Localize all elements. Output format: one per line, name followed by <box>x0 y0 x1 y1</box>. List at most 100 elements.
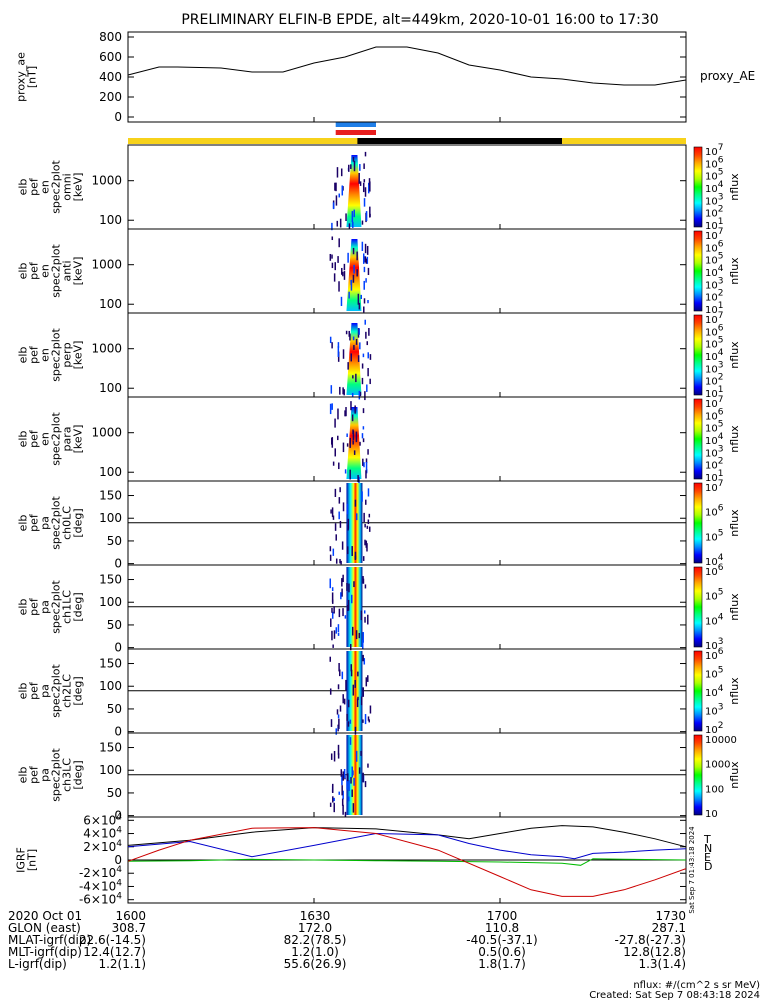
ylabel-line: pa <box>39 768 52 782</box>
colorbar-tick-label: 106 <box>705 563 724 578</box>
speckle <box>346 773 349 782</box>
speckle <box>360 610 363 621</box>
speckle <box>332 796 334 803</box>
speckle <box>341 541 344 550</box>
speckle <box>349 737 352 745</box>
colorbar-tick-label: 104 <box>705 553 724 568</box>
speckle <box>341 785 343 796</box>
ytick-label: 100 <box>99 381 122 395</box>
speckle <box>338 238 340 248</box>
ylabel-line: [keV] <box>72 341 85 370</box>
speckle <box>350 669 353 677</box>
speckle <box>337 714 340 719</box>
speckle <box>362 576 364 584</box>
speckle <box>337 684 340 690</box>
ytick-label: -4×104 <box>79 878 122 893</box>
speckle <box>329 403 332 415</box>
ylabel-line: [deg] <box>72 592 85 621</box>
speckle <box>348 223 351 229</box>
speckle <box>337 632 340 636</box>
ephem-value: 1.3(1.4) <box>638 957 686 971</box>
colorbar-tick-label: 106 <box>705 239 724 254</box>
speckle <box>329 554 332 561</box>
speckle <box>335 195 338 206</box>
colorbar-tick-label: 104 <box>705 612 724 627</box>
colorbar-tick-label: 102 <box>705 721 723 736</box>
igrf-N-line <box>127 832 687 860</box>
speckle <box>338 511 340 520</box>
speckle <box>366 256 369 264</box>
panels-layer: proxy_ae[nT]0200400600800proxy_AEelbpefe… <box>15 30 756 907</box>
speckle <box>367 716 370 721</box>
series-label: proxy_AE <box>700 69 755 83</box>
speckle <box>347 518 350 529</box>
speckle <box>342 442 345 453</box>
speckle <box>359 441 361 446</box>
speckle <box>353 581 355 588</box>
speckle <box>350 353 352 362</box>
speckle <box>350 664 353 672</box>
speckle <box>342 271 344 277</box>
panel-9: IGRF[nT]-6×104-4×104-2×10402×1044×1046×1… <box>15 812 713 906</box>
colorbar-tick-label: 103 <box>705 276 723 291</box>
ytick-label: 1000 <box>91 426 122 440</box>
speckle <box>357 293 360 305</box>
ylabel-line: elb <box>17 767 30 784</box>
colorbar-tick-label: 101 <box>705 217 723 232</box>
ytick-label: 0 <box>114 557 122 571</box>
colorbar-tick-label: 107 <box>705 395 723 410</box>
speckle <box>343 389 345 396</box>
ylabel-line: spec2plot <box>50 244 63 298</box>
speckle <box>338 497 341 504</box>
ytick-label: 6×104 <box>83 812 122 827</box>
speckle <box>363 163 365 169</box>
speckle <box>362 408 365 414</box>
colorbar-tick-label: 107 <box>705 311 723 326</box>
ylabel-line: spec2plot <box>50 160 63 214</box>
speckle <box>350 164 352 170</box>
orbit-bar-black <box>357 138 562 144</box>
panel-3: elbpefenspec2plotperp[keV]10010001071061… <box>17 311 741 401</box>
speckle <box>333 630 336 639</box>
speckle <box>356 269 358 277</box>
speckle <box>365 470 367 479</box>
speckle <box>364 151 367 157</box>
ytick-label: 400 <box>99 70 122 84</box>
speckle <box>351 766 353 778</box>
ytick-label: 100 <box>99 511 122 525</box>
speckle <box>362 182 365 193</box>
speckle <box>365 211 368 221</box>
speckle <box>341 267 343 275</box>
colorbar-tick-label: 107 <box>705 143 723 158</box>
science-zone-bar-blue <box>335 122 376 127</box>
speckle <box>364 539 366 546</box>
igrf-legend-D: D <box>704 860 712 873</box>
speckle <box>355 431 358 443</box>
speckle <box>345 407 347 417</box>
speckle <box>345 679 347 691</box>
ylabel-line: elb <box>17 515 30 532</box>
plot-title: PRELIMINARY ELFIN-B EPDE, alt=449km, 202… <box>181 12 658 28</box>
speckle <box>340 592 342 600</box>
colorbar-tick-label: 106 <box>705 155 724 170</box>
ytick-label: 50 <box>107 786 122 800</box>
ytick-label: 2×104 <box>83 839 122 854</box>
speckle <box>330 719 333 727</box>
speckle <box>363 179 366 183</box>
ephem-row-label: L-igrf(dip) <box>8 957 67 971</box>
speckle <box>331 222 333 231</box>
ylabel-line: proxy_ae <box>15 52 28 102</box>
speckle <box>352 375 354 379</box>
ylabel-line: elb <box>17 683 30 700</box>
speckle <box>369 181 371 192</box>
speckle <box>332 202 335 210</box>
panel-ylabel: proxy_ae[nT] <box>15 52 39 102</box>
speckle <box>363 306 365 313</box>
speckle <box>347 796 350 802</box>
speckle <box>340 168 343 177</box>
speckle <box>339 218 342 228</box>
ephem-value: 308.7 <box>112 921 146 935</box>
speckle <box>332 461 335 466</box>
speckle <box>363 462 365 468</box>
